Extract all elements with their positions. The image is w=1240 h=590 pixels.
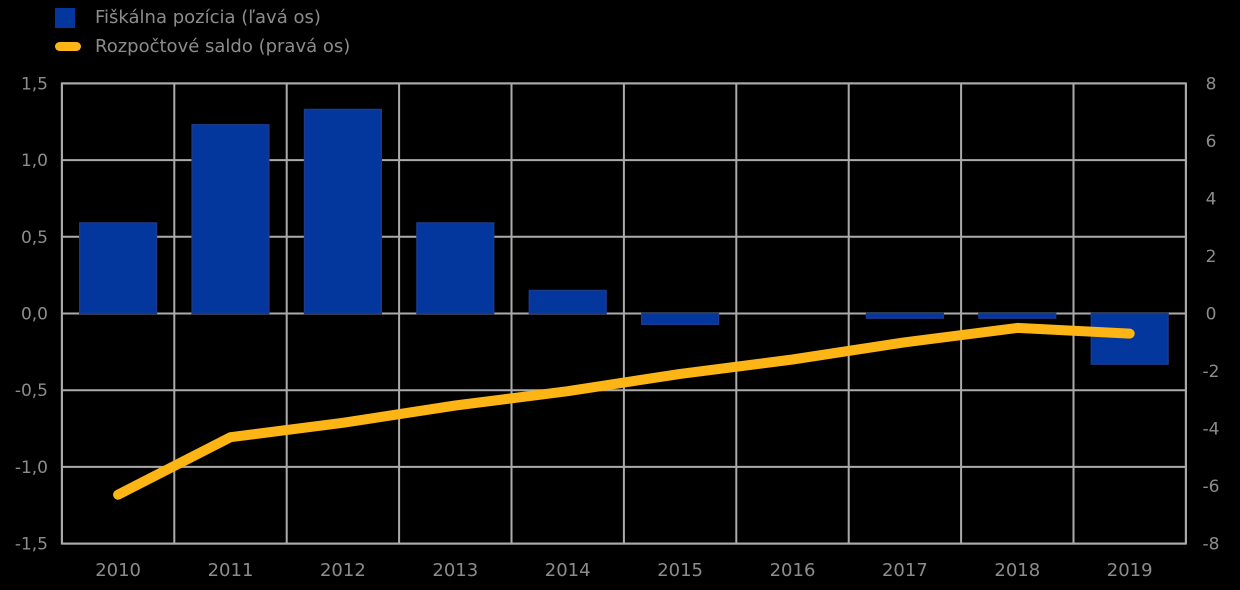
legend-item-budget-balance: Rozpočtové saldo (pravá os) (55, 32, 350, 61)
right-axis-tick: -2 (1203, 362, 1220, 382)
right-axis-tick: -8 (1203, 535, 1220, 555)
x-axis-label: 2019 (1107, 560, 1153, 581)
x-axis-label: 2017 (882, 560, 928, 581)
right-axis-tick: -4 (1203, 420, 1220, 440)
left-axis-tick: 1,0 (21, 151, 48, 171)
bar-2018 (978, 312, 1057, 319)
x-axis-label: 2011 (208, 560, 254, 581)
left-axis-tick: 0,5 (21, 228, 48, 248)
left-axis-tick: -1,0 (15, 458, 48, 478)
line-swatch (55, 42, 81, 51)
left-axis-tick: 1,5 (21, 74, 48, 94)
left-axis-tick: -0,5 (15, 381, 48, 401)
legend-item-fiscal-position: Fiškálna pozícia (ľavá os) (55, 3, 350, 32)
bar-swatch (55, 7, 75, 28)
right-axis-tick: 4 (1206, 189, 1217, 209)
left-axis-tick: 0,0 (21, 305, 48, 325)
x-axis-label: 2018 (994, 560, 1040, 581)
right-axis-tick: 8 (1206, 74, 1217, 94)
bar-2019 (1090, 312, 1169, 365)
x-axis-label: 2014 (545, 560, 591, 581)
right-axis-tick: 6 (1206, 132, 1217, 152)
left-axis-tick: -1,5 (15, 535, 48, 555)
bar-2013 (416, 222, 495, 315)
right-axis-tick: -6 (1203, 477, 1220, 497)
bar-2010 (79, 222, 158, 315)
plot-border (60, 82, 1187, 545)
x-axis-label: 2013 (432, 560, 478, 581)
bar-2011 (191, 124, 270, 315)
budget-balance-line (113, 322, 1135, 500)
x-axis-label: 2016 (770, 560, 816, 581)
legend-label-fiscal-position: Fiškálna pozícia (ľavá os) (95, 6, 321, 28)
bar-2012 (303, 108, 382, 315)
legend-label-budget-balance: Rozpočtové saldo (pravá os) (95, 35, 351, 57)
x-axis-label: 2010 (95, 560, 141, 581)
bar-2015 (641, 312, 720, 325)
legend: Fiškálna pozícia (ľavá os) Rozpočtové sa… (55, 3, 350, 61)
bar-2017 (865, 312, 944, 319)
x-axis-label: 2012 (320, 560, 366, 581)
right-axis-tick: 2 (1206, 247, 1217, 267)
bar-2014 (528, 289, 607, 315)
right-axis-tick: 0 (1206, 305, 1217, 325)
x-axis-label: 2015 (657, 560, 703, 581)
